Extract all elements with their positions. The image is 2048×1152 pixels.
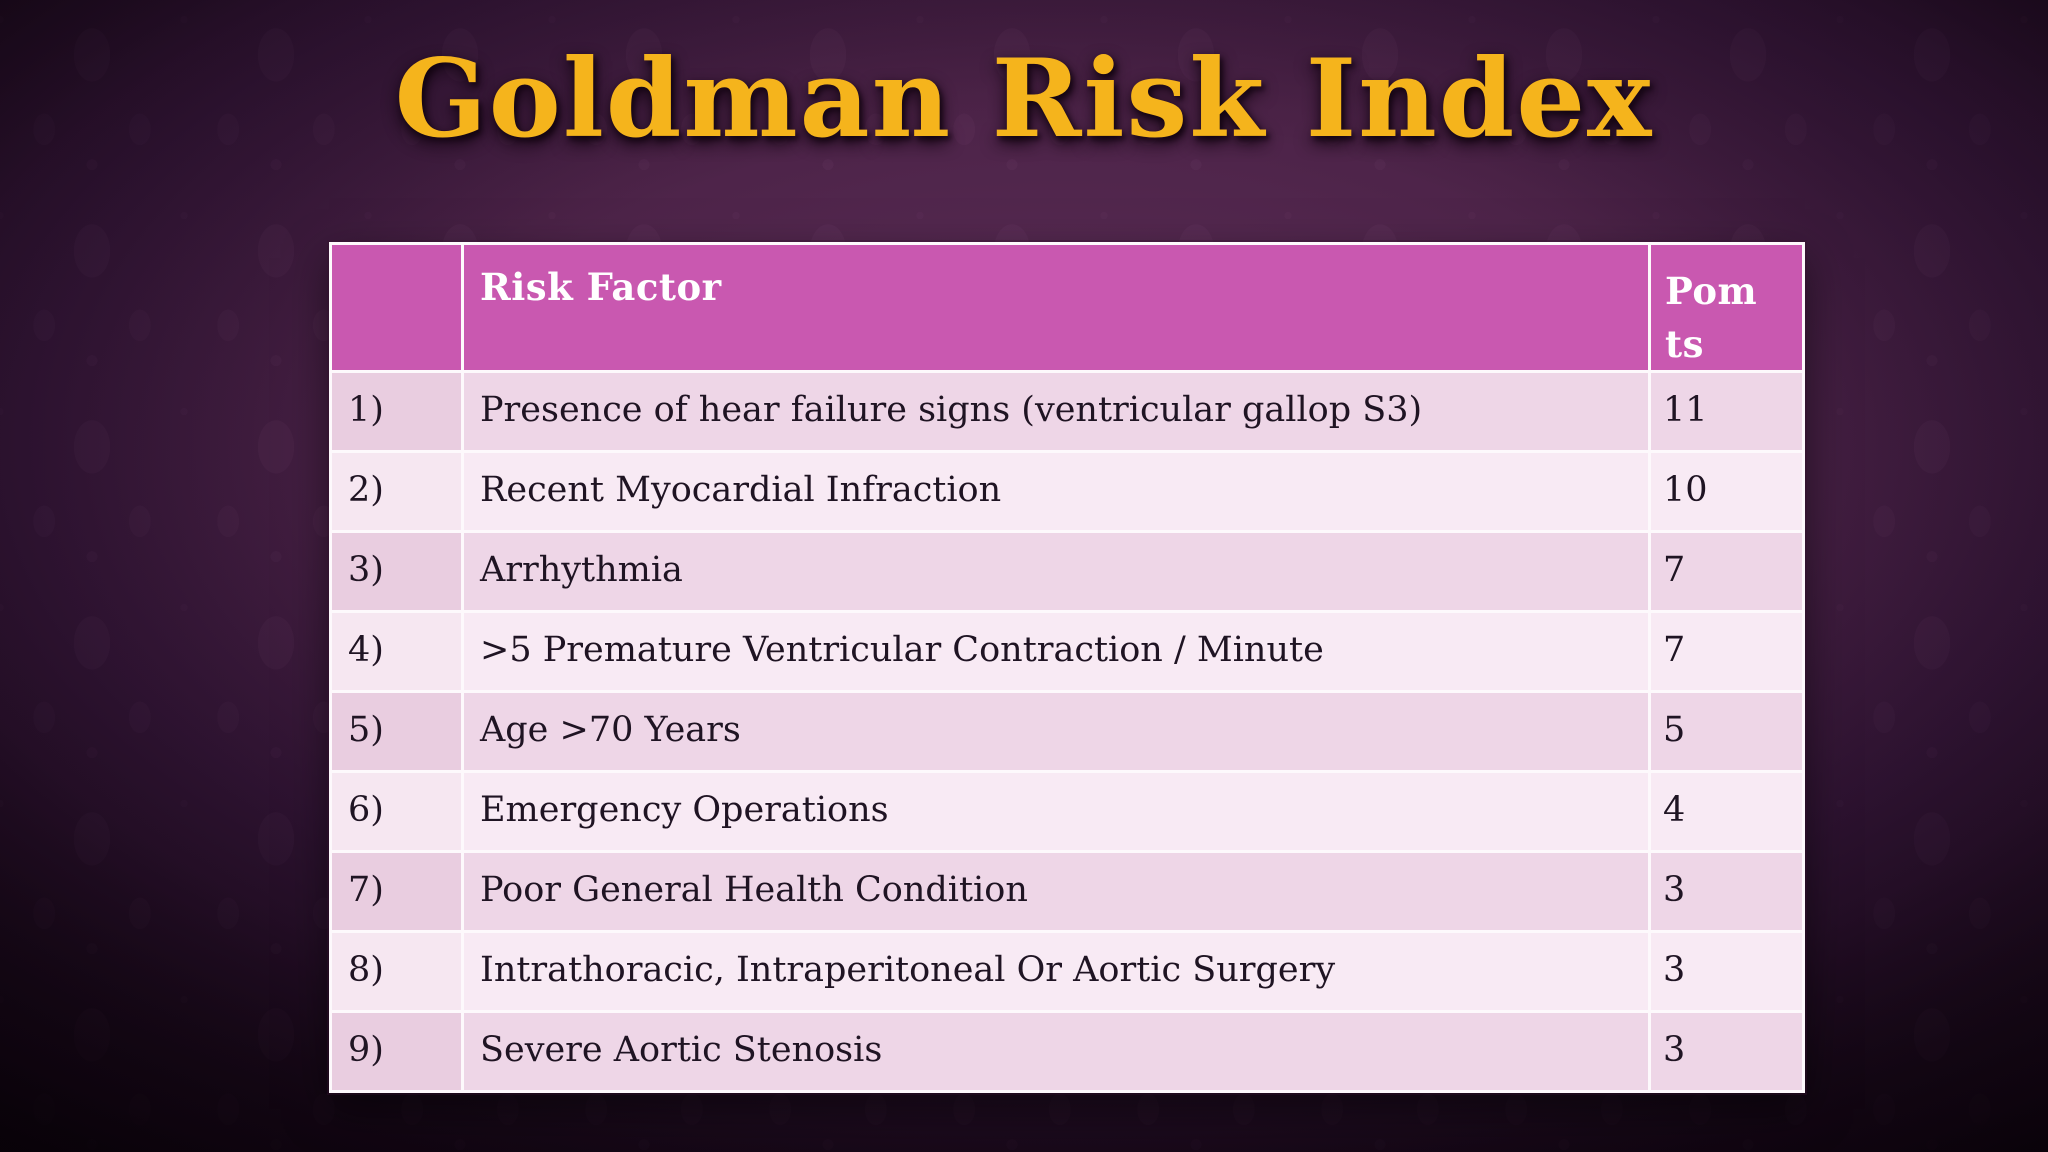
points-cell: 7: [1648, 610, 1805, 694]
row-number-cell: 5): [329, 690, 464, 774]
risk-factor-cell: >5 Premature Ventricular Contraction / M…: [461, 610, 1651, 694]
risk-factor-cell: Poor General Health Condition: [461, 850, 1651, 934]
table-row: 7) Poor General Health Condition 3: [329, 850, 1805, 934]
risk-factor-cell: Intrathoracic, Intraperitoneal Or Aortic…: [461, 930, 1651, 1014]
table-row: 3) Arrhythmia 7: [329, 530, 1805, 614]
points-cell: 7: [1648, 530, 1805, 614]
table-row: 5) Age >70 Years 5: [329, 690, 1805, 774]
points-cell: 11: [1648, 370, 1805, 454]
points-cell: 5: [1648, 690, 1805, 774]
risk-factor-cell: Age >70 Years: [461, 690, 1651, 774]
goldman-risk-index-table: Risk Factor Pom ts 1) Presence of hear fa…: [329, 241, 1805, 1094]
header-empty-cell: [329, 241, 464, 374]
risk-factor-cell: Arrhythmia: [461, 530, 1651, 614]
points-cell: 3: [1648, 930, 1805, 1014]
table-row: 1) Presence of hear failure signs (ventri…: [329, 370, 1805, 454]
row-number-cell: 8): [329, 930, 464, 1014]
points-cell: 3: [1648, 1010, 1805, 1094]
row-number-cell: 2): [329, 450, 464, 534]
points-cell: 3: [1648, 850, 1805, 934]
row-number-cell: 6): [329, 770, 464, 854]
row-number-cell: 3): [329, 530, 464, 614]
risk-factor-cell: Severe Aortic Stenosis: [461, 1010, 1651, 1094]
risk-factor-cell: Recent Myocardial Infraction: [461, 450, 1651, 534]
table-row: 8) Intrathoracic, Intraperitoneal Or Aort…: [329, 930, 1805, 1014]
row-number-cell: 4): [329, 610, 464, 694]
points-cell: 10: [1648, 450, 1805, 534]
risk-factor-cell: Emergency Operations: [461, 770, 1651, 854]
header-risk-factor: Risk Factor: [461, 241, 1651, 374]
table-row: 4) >5 Premature Ventricular Contraction /…: [329, 610, 1805, 694]
row-number-cell: 7): [329, 850, 464, 934]
table-body: 1) Presence of hear failure signs (ventri…: [329, 370, 1805, 1094]
risk-factor-cell: Presence of hear failure signs (ventricu…: [461, 370, 1651, 454]
table-row: 9) Severe Aortic Stenosis 3: [329, 1010, 1805, 1094]
row-number-cell: 1): [329, 370, 464, 454]
table-row: 2) Recent Myocardial Infraction 10: [329, 450, 1805, 534]
points-cell: 4: [1648, 770, 1805, 854]
table-row: 6) Emergency Operations 4: [329, 770, 1805, 854]
row-number-cell: 9): [329, 1010, 464, 1094]
table-header-row: Risk Factor Pom ts: [329, 241, 1805, 374]
slide-title: Goldman Risk Index: [394, 36, 1654, 162]
header-points: Pom ts: [1648, 241, 1805, 374]
